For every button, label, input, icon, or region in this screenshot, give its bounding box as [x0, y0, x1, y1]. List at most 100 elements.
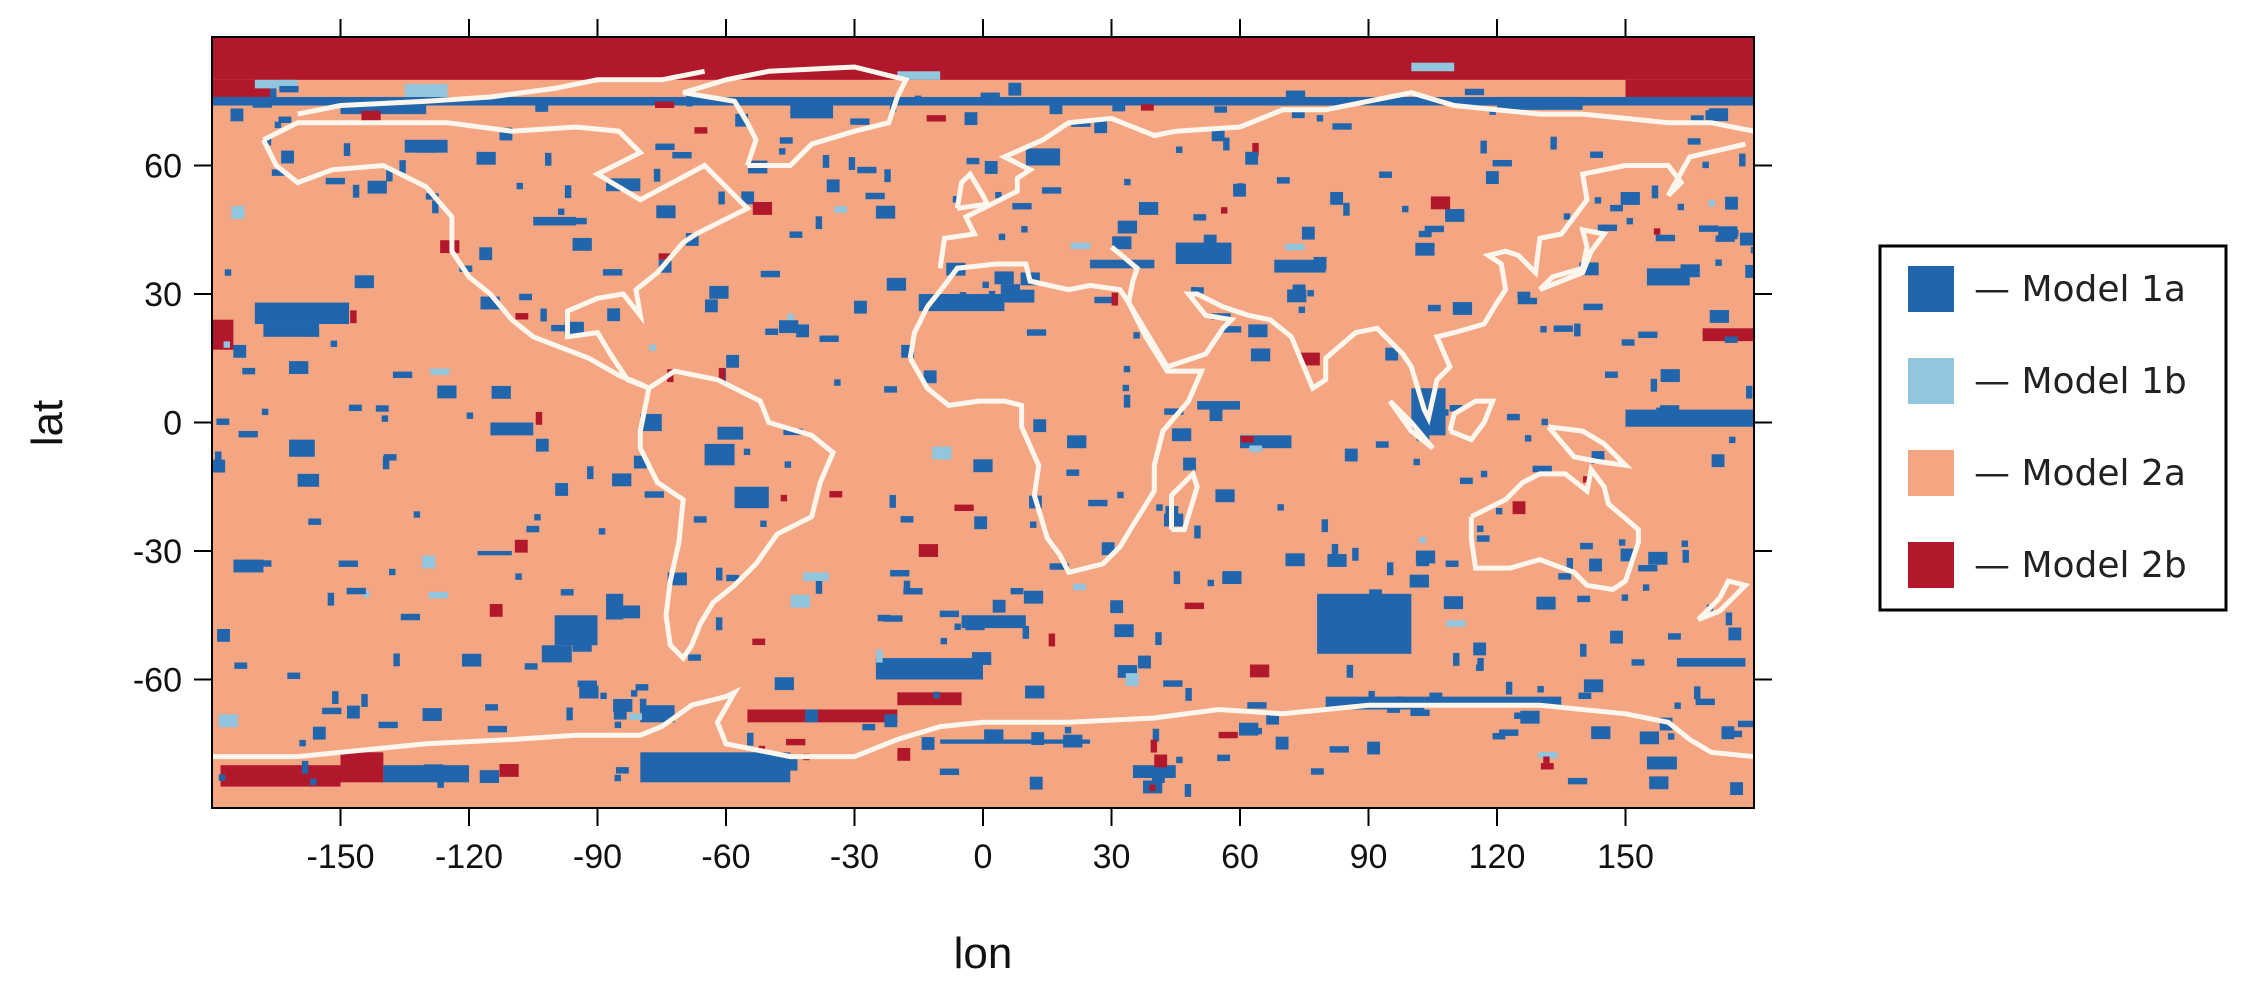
heatmap-cell — [1492, 733, 1506, 740]
heatmap-cell — [587, 466, 594, 480]
heatmap-cell — [1391, 627, 1399, 634]
heatmap-region-model-1b — [897, 71, 941, 80]
heatmap-region-model-1a — [1646, 756, 1677, 770]
heatmap-cell — [1656, 407, 1663, 421]
heatmap-cell — [544, 152, 552, 166]
heatmap-region-model-1a — [477, 551, 512, 556]
heatmap-cell — [1506, 413, 1520, 421]
heatmap-cell — [566, 707, 573, 721]
heatmap-cell — [289, 361, 309, 374]
heatmap-cell — [926, 115, 946, 122]
heatmap-cell — [461, 653, 482, 667]
heatmap-cell — [514, 539, 528, 553]
heatmap-cell — [829, 491, 843, 498]
heatmap-cell — [1285, 90, 1306, 97]
heatmap-cell — [1621, 339, 1635, 346]
heatmap-cell — [274, 121, 282, 129]
heatmap-cell — [350, 310, 357, 324]
coastline — [1387, 399, 1435, 451]
heatmap-cell — [1233, 183, 1246, 197]
heatmap-cell — [1327, 554, 1347, 567]
heatmap-cell — [1023, 590, 1044, 604]
heatmap-cell — [375, 405, 389, 412]
heatmap-cell — [1583, 476, 1590, 483]
heatmap-cell — [383, 454, 397, 461]
coastline — [297, 68, 706, 117]
heatmap-cell — [1313, 256, 1327, 270]
heatmap-cell — [1577, 595, 1591, 603]
heatmap-cell — [212, 459, 226, 473]
heatmap-cell — [572, 237, 592, 251]
heatmap-cell — [1245, 151, 1259, 165]
heatmap-cell — [386, 168, 393, 182]
heatmap-cell — [1728, 627, 1742, 641]
heatmap-cell — [1642, 584, 1650, 591]
heatmap-cell — [1152, 728, 1160, 742]
heatmap-cell — [1476, 535, 1490, 542]
heatmap-cell — [1725, 196, 1738, 210]
heatmap-cell — [555, 483, 569, 496]
heatmap-cell — [362, 590, 370, 598]
heatmap-cell — [1310, 768, 1324, 775]
heatmap-cell — [1190, 287, 1204, 294]
heatmap-cell — [572, 638, 592, 652]
heatmap-cell — [430, 368, 450, 375]
heatmap-cell — [1638, 331, 1658, 339]
coastline — [1546, 424, 1633, 469]
heatmap-cell — [223, 341, 230, 348]
heatmap-cell — [1597, 224, 1618, 232]
heatmap-cell — [984, 729, 1004, 743]
heatmap-cell — [1346, 664, 1354, 678]
heatmap-cell — [526, 525, 540, 533]
heatmap-cell — [875, 205, 896, 219]
coastline — [637, 368, 837, 663]
heatmap-cell — [903, 580, 911, 594]
heatmap-cell — [1626, 217, 1633, 225]
plot-area — [211, 36, 1755, 809]
y-tick-label: -60 — [133, 662, 182, 700]
heatmap-cell — [1517, 291, 1531, 299]
heatmap-cell — [485, 704, 498, 711]
heatmap-cell — [1367, 741, 1381, 755]
heatmap-cell — [612, 473, 632, 487]
heatmap-region-model-1a — [490, 422, 534, 436]
heatmap-cell — [1543, 756, 1550, 763]
heatmap-cell — [1088, 499, 1108, 507]
heatmap-cell — [778, 757, 798, 771]
heatmap-cell — [805, 709, 818, 723]
heatmap-cell — [1211, 128, 1225, 142]
heatmap-cell — [883, 615, 903, 622]
heatmap-cell — [1610, 630, 1623, 644]
heatmap-cell — [1111, 292, 1119, 306]
heatmap-cell — [1495, 507, 1503, 515]
heatmap-cell — [1418, 230, 1432, 238]
legend: — Model 1a — Model 1b — Model 2a — Model 2b — [1878, 244, 2228, 612]
heatmap-cell — [998, 233, 1006, 241]
heatmap-cell — [1207, 579, 1215, 587]
heatmap-region-model-1a — [1274, 259, 1326, 273]
heatmap-cell — [1694, 686, 1701, 700]
heatmap-cell — [1650, 378, 1658, 392]
heatmap-region-model-1b — [254, 79, 298, 89]
heatmap-cell — [1249, 445, 1263, 452]
heatmap-cell — [1344, 448, 1358, 462]
heatmap-cell — [1247, 702, 1267, 709]
heatmap-cell — [361, 694, 368, 707]
heatmap-cell — [399, 160, 406, 174]
heatmap-cell — [718, 191, 725, 205]
heatmap-cell — [718, 367, 726, 381]
heatmap-region-model-1a — [289, 439, 315, 457]
heatmap-cell — [242, 367, 256, 375]
heatmap-cell — [655, 101, 675, 109]
heatmap-cell — [1464, 88, 1485, 96]
heatmap-cell — [234, 662, 248, 669]
heatmap-cell — [765, 328, 779, 335]
heatmap-cell — [1123, 365, 1131, 373]
heatmap-cell — [644, 491, 664, 498]
heatmap-cell — [602, 269, 623, 276]
heatmap-cell — [540, 308, 547, 322]
heatmap-cell — [815, 580, 823, 594]
heatmap-cell — [1687, 138, 1701, 145]
heatmap-cell — [983, 304, 990, 311]
heatmap-cell — [1030, 521, 1037, 528]
